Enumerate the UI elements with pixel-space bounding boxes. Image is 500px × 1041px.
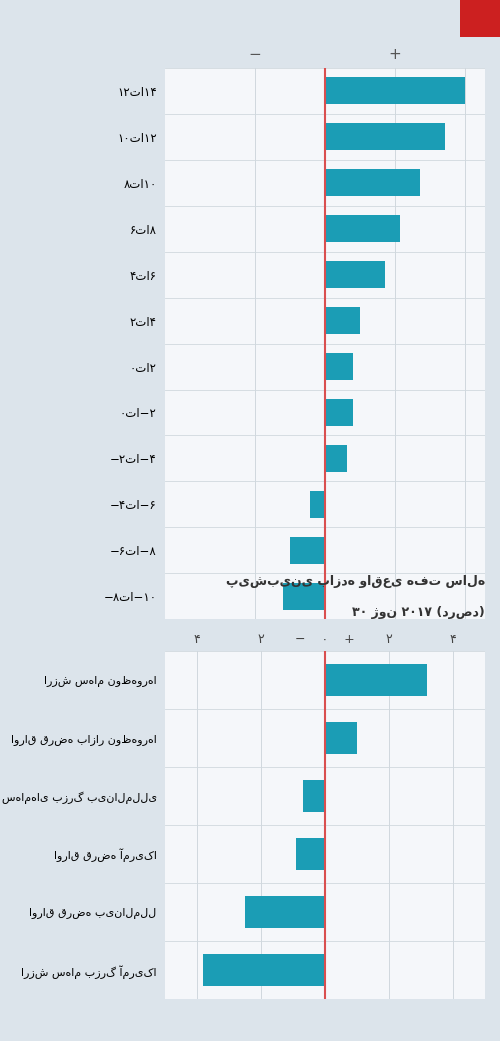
Bar <box>325 261 385 288</box>
Text: ۳۰ ژون ۲۰۱۷ (درصد): ۳۰ ژون ۲۰۱۷ (درصد) <box>352 607 485 619</box>
Bar <box>325 307 360 334</box>
Bar <box>204 955 325 986</box>
Text: پیش‌بینی بازده واقعی هفت ساله: پیش‌بینی بازده واقعی هفت ساله <box>226 576 485 588</box>
Bar <box>325 446 347 472</box>
Bar <box>290 537 325 564</box>
Bar <box>325 170 420 196</box>
Bar <box>325 123 445 150</box>
Bar <box>325 77 465 104</box>
Bar <box>296 838 325 870</box>
Bar <box>325 215 400 242</box>
Bar <box>325 721 357 754</box>
Bar <box>302 780 325 812</box>
Bar <box>283 583 325 610</box>
Text: −: − <box>248 48 262 62</box>
Bar <box>325 664 428 695</box>
Bar <box>245 896 325 929</box>
Bar <box>325 399 353 426</box>
Text: +: + <box>388 48 402 62</box>
Bar <box>310 491 325 517</box>
Bar <box>325 353 353 380</box>
